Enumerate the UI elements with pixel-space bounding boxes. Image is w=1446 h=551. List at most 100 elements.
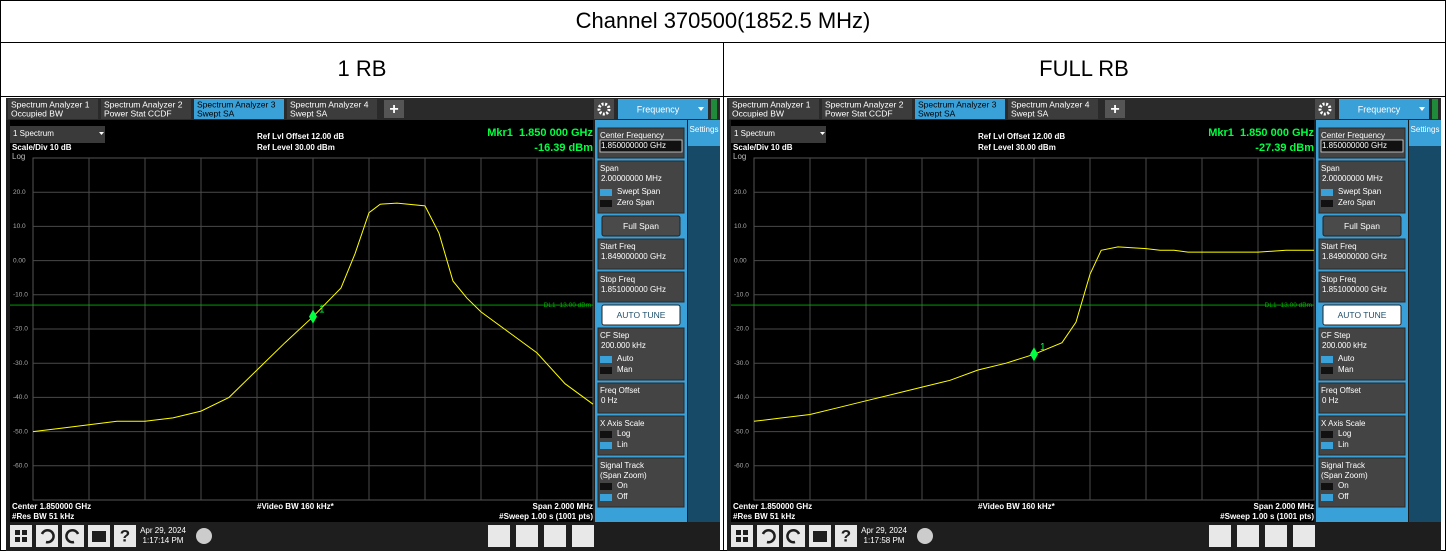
y-tick-label: 20.0 xyxy=(13,189,26,196)
menu-item-label: Freq Offset xyxy=(600,386,641,395)
display-line-label: DL1 -13.00 dBm xyxy=(544,302,591,309)
marker-label: 1 xyxy=(319,304,325,315)
radio-indicator[interactable] xyxy=(1321,356,1333,363)
tab-label: Occupied BW xyxy=(732,108,784,118)
tab-label: Power Stat CCDF xyxy=(104,108,172,118)
radio-indicator[interactable] xyxy=(600,356,612,363)
radio-indicator[interactable] xyxy=(600,494,612,501)
radio-indicator[interactable] xyxy=(600,442,612,449)
chat-icon[interactable] xyxy=(196,528,212,544)
taskbar-button[interactable] xyxy=(544,525,566,547)
page: Channel 370500(1852.5 MHz) 1 RBSpectrum … xyxy=(0,0,1446,551)
radio-label: Swept Span xyxy=(617,187,660,196)
radio-indicator[interactable] xyxy=(1321,442,1333,449)
y-tick-label: 20.0 xyxy=(734,189,747,196)
scale-label: Scale/Div 10 dB xyxy=(733,143,793,152)
settings-gear[interactable] xyxy=(1315,99,1335,119)
folder-icon xyxy=(92,531,106,542)
settings-column xyxy=(688,120,720,522)
y-tick-label: -50.0 xyxy=(13,428,28,435)
analyzer-screen: Spectrum Analyzer 1Occupied BWSpectrum A… xyxy=(727,98,1441,551)
y-tick-label: -40.0 xyxy=(13,394,28,401)
radio-indicator[interactable] xyxy=(1321,494,1333,501)
radio-label: Lin xyxy=(617,440,628,449)
menu-button-label: AUTO TUNE xyxy=(1338,310,1387,320)
menu-item-label: Span xyxy=(1321,164,1340,173)
taskbar-button[interactable] xyxy=(10,525,32,547)
radio-label: Auto xyxy=(617,354,634,363)
radio-indicator[interactable] xyxy=(600,431,612,438)
menu-item-label: (Span Zoom) xyxy=(1321,471,1368,480)
menu-item-label: Center Frequency xyxy=(600,131,664,140)
radio-indicator[interactable] xyxy=(1321,367,1333,374)
taskbar-button[interactable] xyxy=(1293,525,1315,547)
taskbar-button[interactable] xyxy=(488,525,510,547)
settings-gear[interactable] xyxy=(594,99,614,119)
radio-indicator[interactable] xyxy=(1321,483,1333,490)
ref-level: Ref Level 30.00 dBm xyxy=(978,143,1056,152)
table-title: Channel 370500(1852.5 MHz) xyxy=(576,8,871,33)
taskbar-button[interactable] xyxy=(516,525,538,547)
window-label: 1 Spectrum xyxy=(734,129,775,138)
menu-item-value: 1.850000000 GHz xyxy=(601,141,666,150)
radio-indicator[interactable] xyxy=(1321,200,1333,207)
y-tick-label: -30.0 xyxy=(734,360,749,367)
footer-rbw: #Res BW 51 kHz xyxy=(733,512,795,521)
radio-label: Zero Span xyxy=(1338,198,1375,207)
footer-span: Span 2.000 MHz xyxy=(1254,502,1314,511)
radio-label: Lin xyxy=(1338,440,1349,449)
plot-area xyxy=(10,120,593,522)
radio-label: Off xyxy=(1338,492,1349,501)
tab-label: Swept SA xyxy=(1011,108,1049,118)
radio-indicator[interactable] xyxy=(1321,189,1333,196)
taskbar-button[interactable] xyxy=(731,525,753,547)
marker-label: 1 xyxy=(1040,342,1046,353)
menu-item-value: 2.00000000 MHz xyxy=(1322,174,1383,183)
folder-icon xyxy=(813,531,827,542)
taskbar-button[interactable] xyxy=(1237,525,1259,547)
footer-vbw: #Video BW 160 kHz* xyxy=(257,502,335,511)
tab-label: Swept SA xyxy=(918,108,956,118)
menu-button-label: AUTO TUNE xyxy=(617,310,666,320)
ref-level: Ref Level 30.00 dBm xyxy=(257,143,335,152)
tab-label: Occupied BW xyxy=(11,108,63,118)
radio-label: Off xyxy=(617,492,628,501)
menu-title: Frequency xyxy=(1358,104,1401,114)
radio-indicator[interactable] xyxy=(600,189,612,196)
taskbar-button[interactable] xyxy=(1265,525,1287,547)
scale-type: Log xyxy=(12,152,25,161)
menu-item-label: CF Step xyxy=(1321,331,1351,340)
radio-indicator[interactable] xyxy=(600,200,612,207)
y-tick-label: -10.0 xyxy=(13,292,28,299)
radio-indicator[interactable] xyxy=(1321,431,1333,438)
taskbar-button[interactable] xyxy=(572,525,594,547)
scale-label: Scale/Div 10 dB xyxy=(12,143,72,152)
side-handle xyxy=(711,99,717,119)
menu-item-value: 2.00000000 MHz xyxy=(601,174,662,183)
y-tick-label: 0.00 xyxy=(13,257,26,264)
y-tick-label: -10.0 xyxy=(734,292,749,299)
menu-item-label: Center Frequency xyxy=(1321,131,1385,140)
footer-span: Span 2.000 MHz xyxy=(533,502,593,511)
footer-rbw: #Res BW 51 kHz xyxy=(12,512,74,521)
taskbar-button[interactable] xyxy=(1209,525,1231,547)
ref-offset: Ref Lvl Offset 12.00 dB xyxy=(257,132,344,141)
radio-label: Zero Span xyxy=(617,198,654,207)
y-tick-label: 0.00 xyxy=(734,257,747,264)
menu-item-label: X Axis Scale xyxy=(1321,419,1366,428)
menu-item-label: Signal Track xyxy=(1321,461,1366,470)
radio-indicator[interactable] xyxy=(600,483,612,490)
help-icon: ? xyxy=(120,526,130,545)
menu-item-label: Freq Offset xyxy=(1321,386,1362,395)
display-line-label: DL1 -13.00 dBm xyxy=(1265,302,1312,309)
y-tick-label: 10.0 xyxy=(13,223,26,230)
taskbar xyxy=(6,522,720,551)
plot-area xyxy=(731,120,1314,522)
chat-icon[interactable] xyxy=(917,528,933,544)
add-tab-label: + xyxy=(389,101,398,118)
side-handle xyxy=(1432,99,1438,119)
menu-item-value: 0 Hz xyxy=(601,396,617,405)
tab-label: Swept SA xyxy=(290,108,328,118)
menu-item-value: 0 Hz xyxy=(1322,396,1338,405)
radio-indicator[interactable] xyxy=(600,367,612,374)
